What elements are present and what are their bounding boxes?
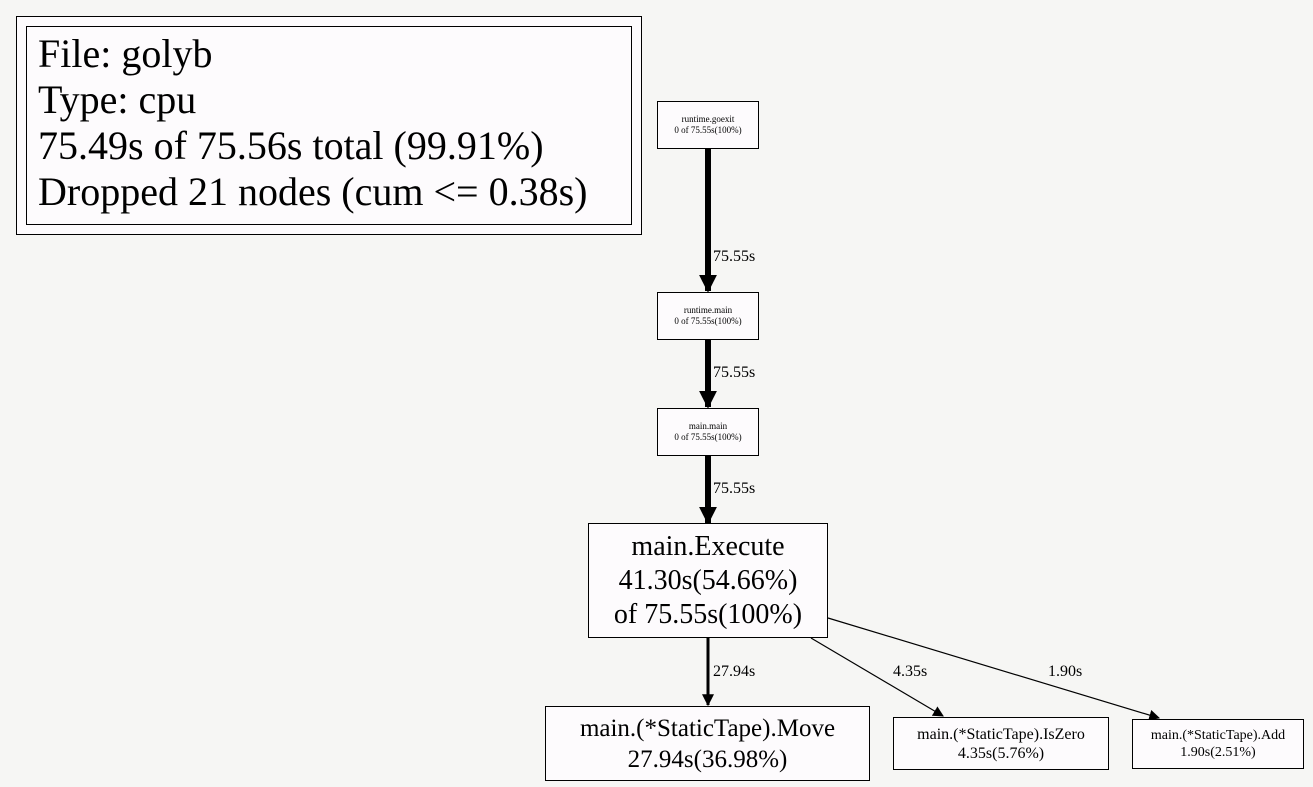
edge-label-execute-move: 27.94s	[713, 663, 756, 680]
node-name: runtime.goexit	[681, 114, 735, 124]
edge-label-main-main-execute: 75.55s	[713, 480, 756, 497]
node-cum: of 75.55s(100%)	[613, 598, 803, 630]
profile-legend-inner: File: golyb Type: cpu 75.49s of 75.56s t…	[26, 26, 632, 225]
node-main-main[interactable]: main.main 0 of 75.55s(100%)	[657, 408, 759, 456]
edge-label-runtime-main-main-main: 75.55s	[713, 364, 756, 381]
legend-file: File: golyb	[38, 31, 213, 76]
node-stats: 0 of 75.55s(100%)	[674, 316, 742, 326]
node-statictape-add[interactable]: main.(*StaticTape).Add 1.90s(2.51%)	[1132, 719, 1304, 769]
node-flat: 1.90s(2.51%)	[1180, 745, 1256, 760]
edge-label-execute-add: 1.90s	[1048, 663, 1083, 680]
node-name: main.main	[688, 421, 728, 431]
node-main-execute[interactable]: main.Execute 41.30s(54.66%) of 75.55s(10…	[588, 523, 828, 638]
node-runtime-main[interactable]: runtime.main 0 of 75.55s(100%)	[657, 292, 759, 340]
node-flat: 41.30s(54.66%)	[618, 564, 798, 596]
node-stats: 0 of 75.55s(100%)	[674, 125, 742, 135]
node-statictape-move[interactable]: main.(*StaticTape).Move 27.94s(36.98%)	[545, 706, 870, 781]
edge-label-goexit-runtime-main: 75.55s	[713, 248, 756, 265]
node-flat: 4.35s(5.76%)	[957, 744, 1045, 762]
node-statictape-iszero[interactable]: main.(*StaticTape).IsZero 4.35s(5.76%)	[893, 717, 1109, 770]
node-stats: 0 of 75.55s(100%)	[674, 432, 742, 442]
node-name: main.(*StaticTape).Move	[579, 714, 836, 742]
node-runtime-goexit[interactable]: runtime.goexit 0 of 75.55s(100%)	[657, 101, 759, 149]
legend-total: 75.49s of 75.56s total (99.91%)	[38, 123, 544, 168]
legend-type: Type: cpu	[38, 77, 197, 122]
edge-execute-add	[827, 617, 1161, 721]
profile-legend: File: golyb Type: cpu 75.49s of 75.56s t…	[16, 16, 642, 235]
node-name: main.(*StaticTape).Add	[1150, 728, 1286, 743]
edge-label-execute-iszero: 4.35s	[893, 663, 928, 680]
node-flat: 27.94s(36.98%)	[627, 745, 788, 773]
node-name: main.Execute	[631, 530, 785, 562]
edge-execute-iszero	[810, 637, 944, 717]
legend-dropped: Dropped 21 nodes (cum <= 0.38s)	[38, 169, 588, 214]
node-name: main.(*StaticTape).IsZero	[917, 725, 1085, 743]
node-name: runtime.main	[683, 305, 733, 315]
